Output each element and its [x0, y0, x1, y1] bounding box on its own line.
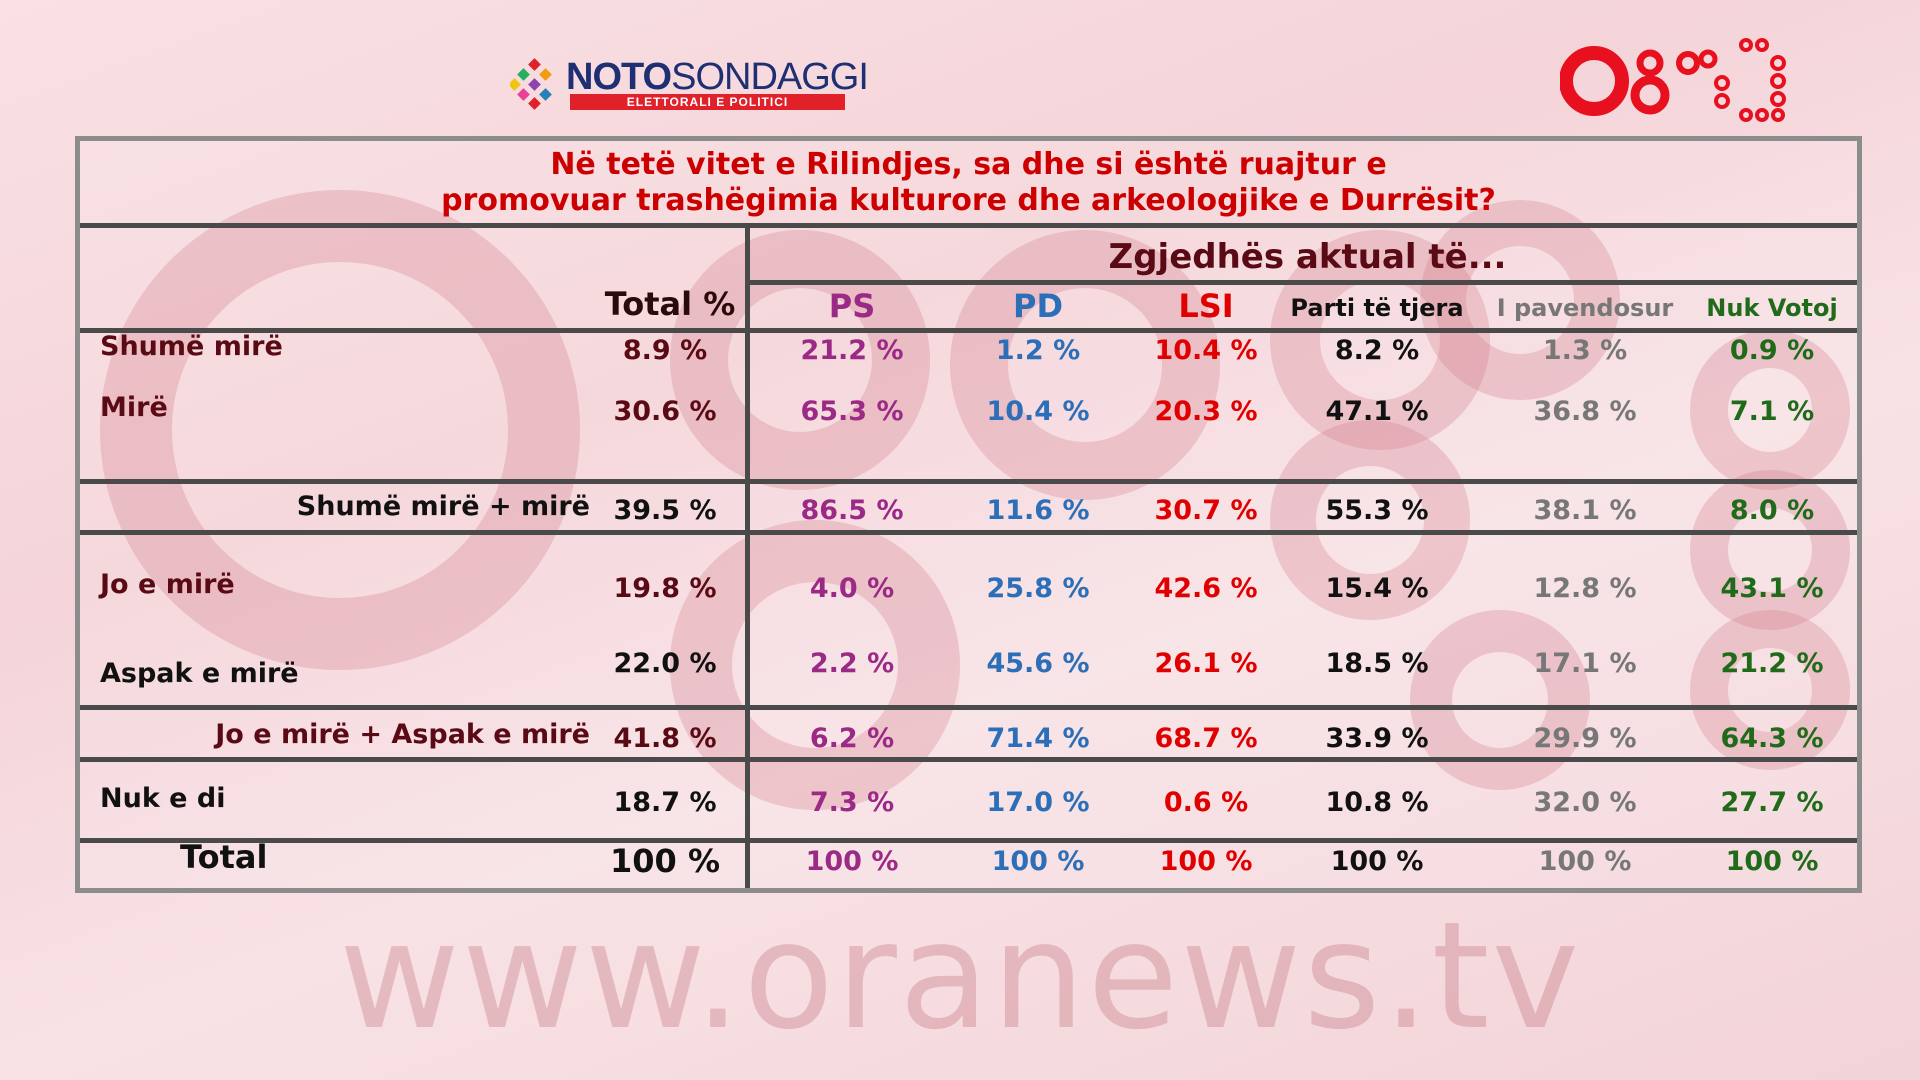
column-header-lsi: LSI [1178, 287, 1234, 325]
cell-value: 100 % [1159, 846, 1253, 877]
column-header-pd: PD [1012, 287, 1063, 325]
cell-value: 17.0 % [986, 787, 1090, 818]
row-total-value: 100 % [610, 842, 720, 880]
cell-value: 21.2 % [800, 335, 904, 366]
cell-value: 68.7 % [1154, 723, 1258, 754]
cell-value: 47.1 % [1325, 396, 1429, 427]
title-line-2: promovuar trashëgimia kulturore dhe arke… [441, 183, 1496, 218]
column-header-parti-t-tjera: Parti të tjera [1290, 294, 1464, 322]
row-label-6: Nuk e di [100, 783, 226, 814]
column-header-i-pavendosur: I pavendosur [1496, 294, 1674, 322]
cell-value: 100 % [1330, 846, 1424, 877]
cell-value: 0.6 % [1163, 787, 1249, 818]
cell-value: 21.2 % [1720, 648, 1824, 679]
divider-group-1 [80, 479, 1857, 484]
cell-value: 71.4 % [986, 723, 1090, 754]
cell-value: 1.3 % [1542, 335, 1628, 366]
chart-title: Në tetë vitet e Rilindjes, sa dhe si ësh… [80, 147, 1857, 219]
row-total-value: 30.6 % [613, 396, 717, 427]
row-total-value: 8.9 % [622, 335, 708, 366]
cell-value: 33.9 % [1325, 723, 1429, 754]
cell-value: 32.0 % [1533, 787, 1637, 818]
cell-value: 43.1 % [1720, 573, 1824, 604]
cell-value: 15.4 % [1325, 573, 1429, 604]
row-total-value: 19.8 % [613, 573, 717, 604]
cell-value: 42.6 % [1154, 573, 1258, 604]
cell-value: 100 % [1725, 846, 1819, 877]
divider-header [80, 328, 1857, 333]
title-line-1: Në tetë vitet e Rilindjes, sa dhe si ësh… [550, 147, 1387, 182]
divider-group-4 [80, 757, 1857, 762]
cell-value: 38.1 % [1533, 495, 1637, 526]
row-total-value: 39.5 % [613, 495, 717, 526]
row-label-5: Jo e mirë + Aspak e mirë [215, 719, 590, 750]
cell-value: 7.1 % [1729, 396, 1815, 427]
divider-group-3 [80, 705, 1857, 710]
column-header-nuk-votoj: Nuk Votoj [1706, 294, 1838, 322]
cell-value: 0.9 % [1729, 335, 1815, 366]
cell-value: 10.4 % [986, 396, 1090, 427]
cell-value: 1.2 % [995, 335, 1081, 366]
cell-value: 20.3 % [1154, 396, 1258, 427]
cell-value: 36.8 % [1533, 396, 1637, 427]
cell-value: 30.7 % [1154, 495, 1258, 526]
cell-value: 100 % [805, 846, 899, 877]
cell-value: 12.8 % [1533, 573, 1637, 604]
row-label-0: Shumë mirë [100, 331, 283, 362]
cell-value: 29.9 % [1533, 723, 1637, 754]
noto-wordmark: NOTOSONDAGGI [566, 56, 869, 98]
row-total-value: 41.8 % [613, 723, 717, 754]
cell-value: 65.3 % [800, 396, 904, 427]
divider-group-2 [80, 530, 1857, 535]
noto-sondaggi-logo: NOTOSONDAGGI ELETTORALI E POLITICI [510, 54, 869, 114]
cell-value: 25.8 % [986, 573, 1090, 604]
divider-subheader [750, 280, 1857, 285]
noto-subtitle: ELETTORALI E POLITICI [570, 94, 845, 110]
cell-value: 6.2 % [809, 723, 895, 754]
cell-value: 64.3 % [1720, 723, 1824, 754]
column-header-ps: PS [828, 287, 876, 325]
noto-diamond-mark-icon [510, 58, 552, 110]
row-label-1: Mirë [100, 392, 168, 423]
cell-value: 2.2 % [809, 648, 895, 679]
divider-total [80, 838, 1857, 843]
cell-value: 45.6 % [986, 648, 1090, 679]
cell-value: 10.4 % [1154, 335, 1258, 366]
ora-news-logo-icon [1560, 38, 1786, 122]
cell-value: 100 % [991, 846, 1085, 877]
total-column-header: Total % [604, 285, 736, 323]
cell-value: 86.5 % [800, 495, 904, 526]
cell-value: 100 % [1538, 846, 1632, 877]
cell-value: 11.6 % [986, 495, 1090, 526]
cell-value: 27.7 % [1720, 787, 1824, 818]
row-total-value: 22.0 % [613, 648, 717, 679]
divider-title [80, 223, 1857, 228]
row-label-2: Shumë mirë + mirë [296, 491, 590, 522]
row-label-7: Total [180, 838, 268, 876]
poll-table: Në tetë vitet e Rilindjes, sa dhe si ësh… [75, 136, 1862, 893]
divider-vertical [745, 223, 750, 888]
cell-value: 4.0 % [809, 573, 895, 604]
row-label-4: Aspak e mirë [100, 658, 299, 689]
cell-value: 17.1 % [1533, 648, 1637, 679]
cell-value: 10.8 % [1325, 787, 1429, 818]
cell-value: 7.3 % [809, 787, 895, 818]
cell-value: 8.0 % [1729, 495, 1815, 526]
row-label-3: Jo e mirë [100, 569, 235, 600]
cell-value: 18.5 % [1325, 648, 1429, 679]
site-watermark: www.oranews.tv [338, 890, 1582, 1062]
cell-value: 8.2 % [1334, 335, 1420, 366]
cell-value: 55.3 % [1325, 495, 1429, 526]
row-total-value: 18.7 % [613, 787, 717, 818]
cell-value: 26.1 % [1154, 648, 1258, 679]
group-header: Zgjedhës aktual të... [1108, 237, 1507, 277]
